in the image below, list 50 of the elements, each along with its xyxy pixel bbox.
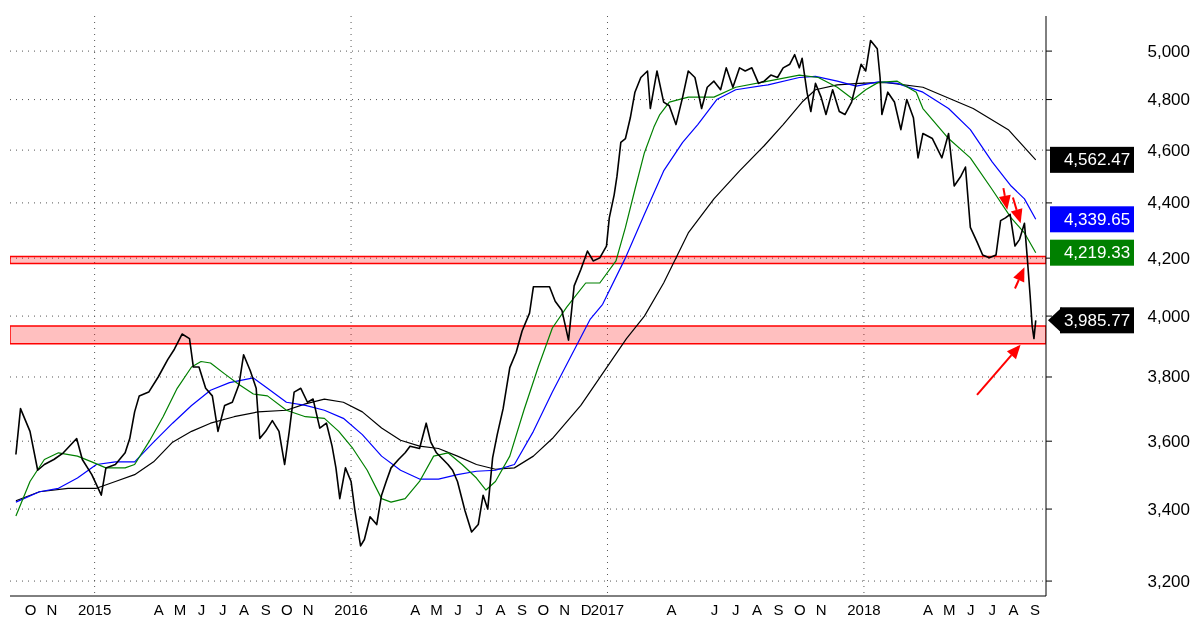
x-tick-label: N [559,600,571,618]
x-tick-label: O [537,600,550,618]
x-tick-label: A [666,600,677,618]
x-tick-label: A [239,600,250,618]
y-tick-label: 3,200 [1147,571,1190,591]
x-tick-label: 2017 [590,600,625,618]
text: 3,985.77 [1063,310,1131,330]
x-tick-label: 2018 [847,600,881,618]
x-tick-label: J [454,600,462,618]
y-tick-label: 4,800 [1147,90,1190,110]
x-tick-label: A [751,600,762,618]
x-tick-label: N [46,600,58,618]
x-tick-label: A [495,600,506,618]
y-tick-label: 5,000 [1147,41,1190,61]
x-tick-label: O [24,600,37,618]
text: 4,219.33 [1063,243,1131,263]
y-tick-label: 4,200 [1147,248,1190,268]
y-tick-label: 3,400 [1147,499,1190,519]
x-tick-label: A [923,600,934,618]
x-tick-label: S [517,600,528,618]
x-tick-label: J [197,600,206,618]
text: 4,339.65 [1063,209,1131,229]
y-tick-label: 3,800 [1147,367,1190,387]
x-tick-label: S [260,600,271,618]
y-tick-label: 4,000 [1147,306,1190,326]
x-tick-label: O [793,600,806,618]
x-tick-label: O [281,600,293,618]
x-tick-label: N [302,600,314,618]
x-tick-label: J [988,600,996,618]
y-tick-label: 4,600 [1147,140,1190,160]
x-tick-label: J [219,600,227,618]
x-tick-label: A [410,600,421,618]
x-tick-label: 2015 [77,600,112,618]
x-tick-label: A [153,600,164,618]
x-tick-label: J [967,600,975,618]
y-tick-label: 4,400 [1147,193,1190,213]
x-tick-label: 2016 [334,600,368,618]
x-tick-label: S [1029,600,1040,618]
x-tick-label: J [710,600,719,618]
x-tick-label: J [475,600,484,618]
x-tick-label: S [773,600,784,618]
text: 4,562.47 [1063,150,1131,170]
x-tick-label: M [943,600,956,618]
x-tick-label: N [815,600,827,618]
y-tick-label: 3,600 [1147,431,1190,451]
x-tick-label: J [731,600,740,618]
x-tick-label: A [1008,600,1019,618]
x-tick-label: D [580,600,592,618]
x-tick-label: M [173,600,187,618]
x-tick-label: M [430,600,443,618]
